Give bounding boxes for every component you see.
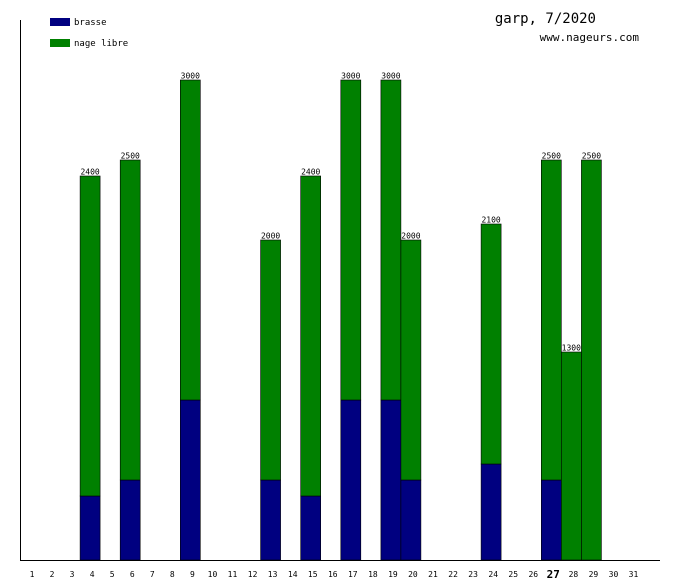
x-tick-label: 23: [468, 570, 478, 579]
legend-swatch-nage-libre: [50, 39, 70, 47]
data-label-day-19: 2000: [401, 232, 420, 241]
x-tick-label: 11: [228, 570, 238, 579]
x-tick-label: 15: [308, 570, 318, 579]
bar-nage-libre-day-16: [340, 79, 362, 401]
bar-nage-libre-day-12: [260, 239, 281, 481]
data-labels-group: 2400 2500 3000 2000 2400 3000 3000 2000 2100 2500…: [80, 72, 601, 353]
x-tick-label: 30: [609, 570, 619, 579]
x-ticks-group: 1 2 3 4 5 6 7 8 9 10 11 12 13 14 15 16 17 18 19 20 21 22 23 24 2…: [30, 568, 639, 580]
bar-brasse-day-12: [260, 479, 281, 561]
x-tick-label: 19: [388, 570, 398, 579]
data-label-day-27: 1300: [562, 344, 581, 353]
bars-group: [79, 79, 602, 561]
data-label-day-12: 2000: [261, 232, 280, 241]
chart-title: garp, 7/2020: [495, 11, 596, 27]
legend-swatch-brasse: [50, 18, 70, 26]
x-tick-label: 1: [30, 570, 35, 579]
bar-brasse-day-3: [79, 495, 101, 561]
bar-nage-libre-day-18: [380, 79, 402, 401]
data-label-day-26: 2500: [542, 152, 561, 161]
x-tick-label: 27: [547, 568, 560, 580]
x-tick-label: 28: [569, 570, 579, 579]
bar-brasse-day-23: [480, 463, 502, 561]
data-label-day-23: 2100: [481, 216, 500, 225]
x-tick-label: 20: [408, 570, 418, 579]
x-tick-label: 22: [448, 570, 458, 579]
bar-nage-libre-day-14: [300, 175, 322, 497]
data-label-day-8: 3000: [181, 72, 200, 81]
x-tick-label: 16: [328, 570, 338, 579]
legend-label-nage-libre: nage libre: [74, 39, 128, 49]
bar-brasse-day-16: [340, 399, 362, 561]
x-tick-label: 3: [70, 570, 75, 579]
x-tick-label: 26: [528, 570, 538, 579]
x-tick-label: 10: [208, 570, 218, 579]
x-tick-label: 25: [508, 570, 518, 579]
x-tick-label: 2: [50, 570, 55, 579]
bar-brasse-day-5: [119, 479, 141, 561]
data-label-day-3: 2400: [80, 168, 99, 177]
bar-nage-libre-day-5: [119, 159, 141, 481]
x-tick-label: 12: [248, 570, 258, 579]
x-tick-label: 13: [268, 570, 278, 579]
data-label-day-28: 2500: [582, 152, 601, 161]
bar-nage-libre-day-27: [560, 351, 582, 561]
site-url: www.nageurs.com: [540, 31, 640, 44]
x-tick-label: 21: [428, 570, 438, 579]
x-tick-label: 8: [170, 570, 175, 579]
bar-brasse-day-19: [400, 479, 422, 561]
bar-brasse-day-18: [380, 399, 402, 561]
x-tick-label: 29: [589, 570, 599, 579]
legend-label-brasse: brasse: [74, 18, 107, 28]
x-tick-label: 9: [190, 570, 195, 579]
bar-brasse-day-26: [540, 479, 562, 561]
x-tick-label: 5: [110, 570, 115, 579]
x-tick-label: 7: [150, 570, 155, 579]
bar-brasse-day-14: [300, 495, 322, 561]
bar-nage-libre-day-3: [79, 175, 101, 497]
data-label-day-16: 3000: [341, 72, 360, 81]
x-tick-label: 6: [130, 570, 135, 579]
bar-brasse-day-8: [180, 399, 201, 561]
bar-nage-libre-day-26: [540, 159, 562, 481]
bar-nage-libre-day-19: [400, 239, 422, 481]
x-tick-label: 4: [90, 570, 95, 579]
data-label-day-18: 3000: [381, 72, 400, 81]
bar-nage-libre-day-8: [180, 79, 201, 401]
data-label-day-14: 2400: [301, 168, 320, 177]
data-label-day-5: 2500: [121, 152, 140, 161]
x-tick-label: 31: [629, 570, 639, 579]
x-tick-label: 17: [348, 570, 358, 579]
x-tick-label: 18: [368, 570, 378, 579]
x-tick-label: 24: [488, 570, 498, 579]
bar-nage-libre-day-28: [581, 159, 602, 561]
bar-nage-libre-day-23: [480, 223, 502, 465]
x-tick-label: 14: [288, 570, 298, 579]
legend: brasse nage libre: [50, 18, 128, 49]
